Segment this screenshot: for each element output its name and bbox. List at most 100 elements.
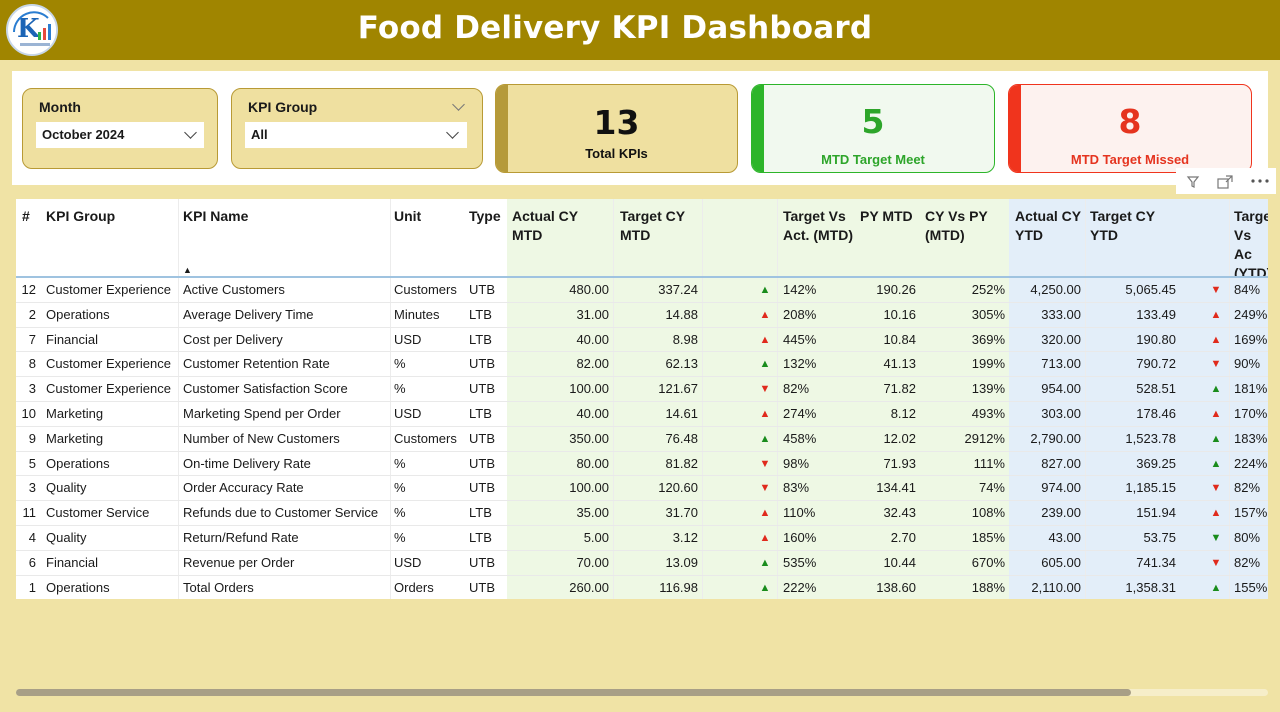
actual-cy-mtd-cell: 80.00: [576, 455, 609, 471]
column-divider: [1085, 199, 1086, 599]
triangle-up-icon: ▲: [759, 308, 771, 321]
triangle-up-icon: ▲: [759, 432, 771, 445]
cy-vs-py-mtd-cell: 493%: [971, 406, 1005, 421]
actual-cy-ytd-cell: 2,790.00: [1030, 430, 1081, 446]
target-vs-act-ytd-cell: 249%: [1234, 306, 1268, 322]
py-mtd-cell: 10.44: [883, 554, 916, 570]
summary-panel: Month October 2024 KPI Group All 13 Tota…: [12, 71, 1268, 185]
column-header-target-vs-act-mtd[interactable]: Target Vs Act. (MTD): [783, 208, 853, 243]
kpi-group-cell: Customer Experience: [46, 282, 171, 297]
actual-cy-ytd-cell: 320.00: [1041, 331, 1081, 347]
target-vs-act-mtd-cell: 82%: [783, 381, 810, 397]
month-dropdown[interactable]: October 2024: [36, 122, 204, 148]
column-header-target-vs-act-ytd[interactable]: Targe Vs Ac (YTD): [1234, 208, 1268, 276]
kpi-group-cell: Operations: [46, 579, 110, 595]
table-row[interactable]: 8 Customer Experience Customer Retention R…: [16, 352, 1268, 378]
py-mtd-cell: 71.82: [883, 381, 916, 397]
cy-vs-py-mtd-cell: 252%: [971, 282, 1005, 297]
triangle-up-icon: ▲: [759, 556, 771, 569]
actual-cy-mtd-cell: 31.00: [576, 306, 609, 322]
target-cy-mtd-cell: 76.48: [665, 430, 698, 446]
actual-cy-ytd-cell: 43.00: [1048, 530, 1081, 545]
triangle-down-icon: ▼: [759, 482, 771, 495]
cy-vs-py-mtd-cell: 369%: [971, 331, 1005, 347]
type-cell: LTB: [469, 306, 492, 322]
target-vs-act-ytd-cell: 183%: [1234, 430, 1268, 446]
actual-cy-ytd-cell: 2,110.00: [1031, 579, 1081, 595]
py-mtd-cell: 134.41: [876, 480, 916, 496]
chevron-down-icon[interactable]: [452, 98, 465, 111]
column-divider: [613, 199, 614, 599]
mtd-target-meet-card: 5 MTD Target Meet: [751, 84, 995, 173]
table-row[interactable]: 6 Financial Revenue per Order USD UTB 70.00 13…: [16, 551, 1268, 576]
chevron-down-icon: [184, 126, 197, 139]
row-number: 3: [28, 480, 36, 496]
table-row[interactable]: 12 Customer Experience Active Customers Cus…: [16, 278, 1268, 303]
focus-mode-icon[interactable]: [1217, 175, 1233, 189]
unit-cell: %: [394, 480, 406, 496]
actual-cy-mtd-cell: 350.00: [569, 430, 609, 446]
table-row[interactable]: 11 Customer Service Refunds due to Custome…: [16, 501, 1268, 526]
type-cell: UTB: [469, 430, 495, 446]
horizontal-scrollbar-thumb[interactable]: [16, 689, 1131, 696]
table-row[interactable]: 10 Marketing Marketing Spend per Order USD L…: [16, 402, 1268, 427]
row-number: 7: [28, 331, 36, 347]
kpi-group-slicer: KPI Group All: [231, 88, 483, 169]
target-vs-act-ytd-cell: 157%: [1234, 505, 1268, 521]
column-header-actual-cy-ytd[interactable]: Actual CY YTD: [1015, 208, 1081, 243]
column-header-kpi-group[interactable]: KPI Group: [46, 208, 116, 224]
column-header-kpi-name[interactable]: KPI Name ▲: [178, 199, 388, 276]
unit-cell: Customers: [394, 282, 457, 297]
actual-cy-ytd-cell: 713.00: [1041, 356, 1081, 372]
table-row[interactable]: 4 Quality Return/Refund Rate% LTB 5.00 3.12 ▲ 1…: [16, 526, 1268, 551]
triangle-down-icon: ▼: [759, 383, 771, 396]
table-row[interactable]: 1 Operations Total Orders Orders UTB 260.00 11…: [16, 576, 1268, 599]
cy-vs-py-mtd-cell: 185%: [971, 530, 1005, 545]
target-vs-act-ytd-cell: 181%: [1234, 381, 1268, 397]
kpi-table: # KPI Group KPI Name ▲ Unit Type Actual …: [16, 199, 1268, 599]
more-options-icon[interactable]: [1250, 178, 1270, 184]
unit-cell: %: [394, 455, 406, 471]
title-bar: K Food Delivery KPI Dashboard: [0, 0, 1280, 60]
column-header-type[interactable]: Type: [469, 208, 501, 224]
table-row[interactable]: 2 Operations Average Delivery Time Minutes L…: [16, 303, 1268, 328]
unit-cell: Customers: [394, 430, 457, 446]
type-cell: UTB: [469, 579, 495, 595]
total-kpis-value: 13: [593, 103, 640, 142]
column-header-py-mtd[interactable]: PY MTD: [860, 208, 913, 224]
table-row[interactable]: 9 Marketing Number of New Customers Custome…: [16, 427, 1268, 452]
column-header-unit[interactable]: Unit: [394, 208, 422, 224]
kpi-group-cell: Operations: [46, 306, 110, 322]
table-row[interactable]: 7 Financial Cost per Delivery USD LTB 40.00 8.…: [16, 328, 1268, 353]
kpi-name-cell: Total Orders: [183, 579, 254, 595]
actual-cy-ytd-cell: 333.00: [1041, 306, 1081, 322]
type-cell: UTB: [469, 356, 495, 372]
triangle-up-icon: ▲: [759, 333, 771, 346]
column-divider: [390, 199, 391, 599]
card-accent-bar: [1009, 85, 1021, 172]
target-vs-act-mtd-cell: 445%: [783, 331, 817, 347]
kpi-group-cell: Quality: [46, 530, 87, 545]
triangle-up-icon: ▲: [759, 532, 771, 544]
table-row[interactable]: 3 Customer Experience Customer Satisfactio…: [16, 377, 1268, 402]
cy-vs-py-mtd-cell: 199%: [971, 356, 1005, 372]
target-cy-ytd-cell: 1,185.15: [1125, 480, 1176, 496]
kpi-group-dropdown[interactable]: All: [245, 122, 467, 148]
column-header-target-cy-ytd[interactable]: Target CY YTD: [1090, 208, 1155, 243]
column-header-cy-vs-py-mtd[interactable]: CY Vs PY (MTD): [925, 208, 988, 243]
row-number: 10: [21, 406, 36, 421]
column-header-target-cy-mtd[interactable]: Target CY MTD: [620, 208, 685, 243]
kpi-name-cell: Customer Retention Rate: [183, 356, 330, 372]
target-cy-mtd-cell: 121.67: [658, 381, 698, 397]
column-header-number[interactable]: #: [22, 208, 30, 224]
table-row[interactable]: 5 Operations On-time Delivery Rate% UTB 80.0…: [16, 452, 1268, 477]
row-number: 6: [28, 554, 36, 570]
filter-icon[interactable]: [1186, 175, 1200, 189]
target-cy-mtd-cell: 3.12: [672, 530, 698, 545]
cy-vs-py-mtd-cell: 2912%: [964, 430, 1005, 446]
mtd-target-missed-label: MTD Target Missed: [1070, 152, 1190, 167]
target-vs-act-ytd-cell: 170%: [1234, 406, 1268, 421]
table-row[interactable]: 3 Quality Order Accuracy Rate% UTB 100.00 120…: [16, 476, 1268, 502]
column-header-actual-cy-mtd[interactable]: Actual CY MTD: [512, 208, 578, 243]
target-vs-act-mtd-cell: 274%: [783, 406, 817, 421]
